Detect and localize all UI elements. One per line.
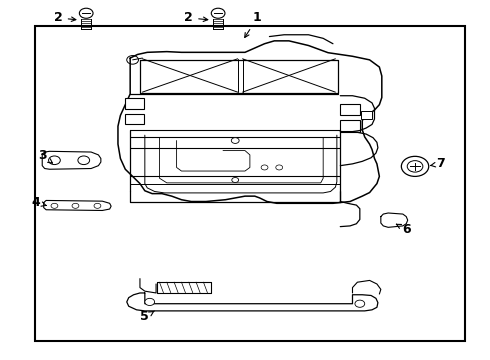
Circle shape bbox=[261, 165, 268, 170]
Text: 7: 7 bbox=[430, 157, 445, 170]
Text: 6: 6 bbox=[396, 223, 411, 236]
Bar bbox=[340, 104, 360, 116]
Bar bbox=[361, 111, 372, 119]
Bar bbox=[125, 114, 144, 125]
Bar bbox=[125, 98, 144, 109]
Circle shape bbox=[407, 161, 423, 172]
Circle shape bbox=[231, 138, 239, 143]
Circle shape bbox=[94, 203, 101, 208]
Circle shape bbox=[79, 8, 93, 18]
Text: 2: 2 bbox=[184, 12, 208, 24]
Text: 3: 3 bbox=[38, 149, 52, 163]
Circle shape bbox=[78, 156, 90, 165]
Circle shape bbox=[49, 156, 60, 165]
Bar bbox=[35, 26, 465, 341]
Circle shape bbox=[127, 55, 139, 64]
Circle shape bbox=[51, 203, 58, 208]
Bar bbox=[340, 120, 360, 132]
Circle shape bbox=[211, 8, 225, 18]
Text: 4: 4 bbox=[31, 196, 46, 209]
Text: 5: 5 bbox=[141, 310, 154, 324]
Circle shape bbox=[401, 156, 429, 176]
Circle shape bbox=[145, 298, 155, 306]
Circle shape bbox=[72, 203, 79, 208]
Circle shape bbox=[355, 300, 365, 307]
Text: 1: 1 bbox=[245, 12, 262, 37]
Circle shape bbox=[276, 165, 283, 170]
Text: 2: 2 bbox=[54, 12, 76, 24]
Circle shape bbox=[232, 177, 239, 183]
